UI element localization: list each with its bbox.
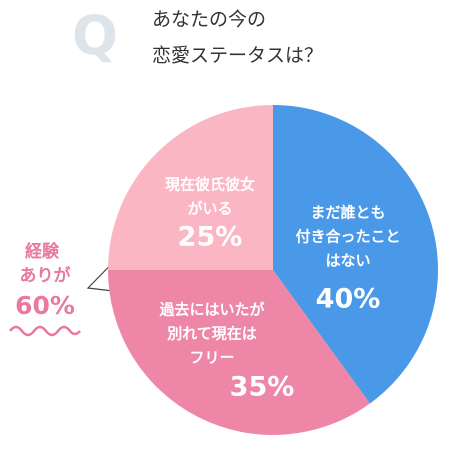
- value-label: 40%: [316, 284, 381, 315]
- pie-slice: [273, 105, 438, 404]
- annotation-line: ありが: [20, 265, 71, 286]
- slice-label: まだ誰とも: [310, 204, 385, 222]
- squiggle: [9, 325, 81, 337]
- pie-slice: [108, 270, 370, 435]
- slice-label: 付き合ったこと: [295, 228, 400, 246]
- q-badge: Q: [72, 5, 118, 68]
- slice-label: 別れて現在は: [166, 325, 257, 343]
- title-line: あなたの今の: [152, 9, 266, 31]
- slice-label: フリー: [189, 349, 234, 367]
- title-line: 恋愛ステータスは？: [152, 45, 323, 67]
- value-label: 25%: [178, 222, 243, 253]
- slice-label: はない: [325, 252, 370, 270]
- pie-slice: [108, 105, 273, 270]
- slice-label: 現在彼氏彼女: [165, 176, 255, 194]
- annotation-line: 経験: [25, 241, 60, 262]
- annotation-line: 60%: [15, 291, 75, 320]
- value-label: 35%: [230, 372, 295, 403]
- slice-label: 過去にはいたが: [158, 301, 265, 319]
- slice-label: がいる: [187, 200, 232, 218]
